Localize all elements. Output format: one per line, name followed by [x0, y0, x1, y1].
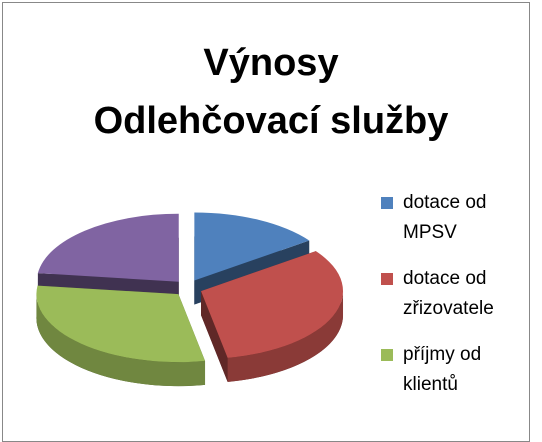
pie-slice: [194, 212, 310, 281]
pie-slice: [36, 285, 206, 363]
legend-label: dotace od MPSV: [403, 192, 487, 243]
legend-label: dotace od zřizovatele: [403, 268, 494, 319]
pie-slice: [201, 251, 344, 358]
pie-slice: [37, 213, 179, 282]
pie-slice-wall: [36, 294, 206, 387]
chart-title: Výnosy: [203, 42, 339, 84]
pie-slice-wall: [227, 291, 344, 382]
legend-item: dotace od zřizovatele: [381, 264, 523, 324]
legend-label: příjmy od klientů: [403, 344, 482, 395]
legend-item: dotace od MPSV: [381, 188, 523, 248]
legend-swatch: [381, 349, 393, 361]
pie-slice-side: [201, 291, 228, 382]
legend-swatch: [381, 273, 393, 285]
legend: dotace od MPSV dotace od zřizovatele příjm…: [381, 188, 531, 416]
legend-item: příjmy od klientů: [381, 340, 523, 400]
chart-title: Odlehčovací služby: [93, 100, 449, 142]
legend-swatch: [381, 197, 393, 209]
